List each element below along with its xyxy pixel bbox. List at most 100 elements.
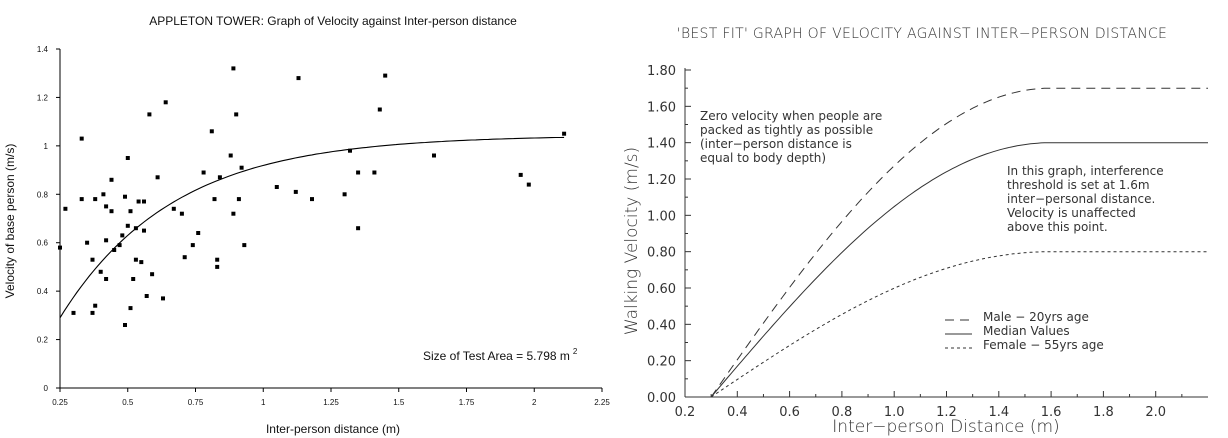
left-y-tick-label: 0.8 [37,190,49,199]
scatter-point [183,255,187,259]
note2-line: Velocity is unaffected [1007,206,1136,220]
right-chart-title: 'BEST FIT' GRAPH OF VELOCITY AGAINST INT… [677,26,1167,42]
scatter-point [218,175,222,179]
scatter-point [134,258,138,262]
left-x-tick-label: 2.25 [594,398,610,407]
scatter-point [80,137,84,141]
right-x-axis-label: Inter−person Distance (m) [832,417,1059,437]
scatter-point [101,192,105,196]
right-y-tick-label: 1.40 [647,137,676,152]
left-y-axis-label: Velocity of base person (m/s) [3,144,17,299]
right-y-tick-label: 1.20 [647,173,676,188]
note1-line: Zero velocity when people are [700,109,882,123]
scatter-point [126,156,130,160]
note2-line: above this point. [1007,220,1108,234]
scatter-point [112,248,116,252]
scatter-point [134,226,138,230]
left-y-tick-label: 0.2 [37,336,49,345]
scatter-point [527,183,531,187]
scatter-point [372,171,376,175]
left-x-tick-label: 2 [532,398,537,407]
scatter-point [275,185,279,189]
legend-label-median: Median Values [983,324,1070,338]
scatter-point [519,173,523,177]
left-chart: APPLETON TOWER: Graph of Velocity agains… [3,14,610,436]
scatter-point [123,195,127,199]
scatter-point [240,166,244,170]
note2-line: threshold is set at 1.6m [1007,178,1150,192]
scatter-point [104,204,108,208]
scatter-point [118,243,122,247]
right-y-tick-label: 0.60 [647,282,676,297]
scatter-point [242,243,246,247]
scatter-point [137,200,141,204]
scatter-point [172,207,176,211]
scatter-point [145,294,149,298]
note1-line: packed as tightly as possible [700,123,873,137]
scatter-point [297,76,301,80]
series-line-dash-short [711,252,1208,397]
scatter-point [120,233,124,237]
left-x-tick-label: 0.5 [122,398,134,407]
left-x-tick-label: 0.25 [52,398,68,407]
scatter-point [383,74,387,78]
left-y-tick-label: 0 [44,384,49,393]
scatter-point [210,129,214,133]
scatter-point [161,296,165,300]
left-x-axis-label: Inter-person distance (m) [266,422,400,436]
right-x-tick-label: 0.2 [675,405,696,420]
scatter-point [129,306,133,310]
right-y-axis-label: Walking Velocity (m/s) [622,147,642,335]
scatter-point [131,277,135,281]
scatter-point [234,112,238,116]
scatter-point [196,231,200,235]
scatter-point [72,311,76,315]
scatter-point [156,175,160,179]
right-y-tick-label: 0.80 [647,246,676,261]
scatter-point [215,258,219,262]
scatter-point [229,154,233,158]
scatter-point [63,207,67,211]
right-y-tick-label: 1.60 [647,100,676,115]
scatter-point [147,112,151,116]
right-x-tick-label: 0.4 [727,405,748,420]
scatter-point [129,209,133,213]
right-chart: 'BEST FIT' GRAPH OF VELOCITY AGAINST INT… [622,26,1208,437]
scatter-point [231,66,235,70]
scatter-point [213,197,217,201]
scatter-point [80,197,84,201]
right-y-tick-label: 0.00 [647,391,676,406]
scatter-point [356,171,360,175]
annotation-zero-velocity: Zero velocity when people are packed as … [700,109,882,165]
scatter-point [93,197,97,201]
right-y-tick-label: 0.40 [647,318,676,333]
right-x-tick-label: 0.6 [779,405,800,420]
scatter-point [126,224,130,228]
scatter-point [202,171,206,175]
left-y-tick-label: 0.6 [37,239,49,248]
scatter-point [310,197,314,201]
scatter-point [142,200,146,204]
scatter-point [150,272,154,276]
left-x-tick-label: 1.25 [323,398,339,407]
scatter-point [110,209,114,213]
left-y-tick-label: 0.4 [37,287,49,296]
scatter-point [562,132,566,136]
scatter-point [104,277,108,281]
left-x-tick-label: 0.75 [188,398,204,407]
scatter-point [432,154,436,158]
scatter-point [93,304,97,308]
left-y-tick-label: 1.4 [37,45,49,54]
scatter-point [164,100,168,104]
area-annotation-superscript: 2 [573,347,578,356]
scatter-point [180,212,184,216]
scatter-point [294,190,298,194]
legend: Male − 20yrs age Median Values Female − … [945,310,1104,352]
scatter-point [378,108,382,112]
scatter-point [99,270,103,274]
scatter-point [85,241,89,245]
scatter-point [139,260,143,264]
scatter-point [91,258,95,262]
